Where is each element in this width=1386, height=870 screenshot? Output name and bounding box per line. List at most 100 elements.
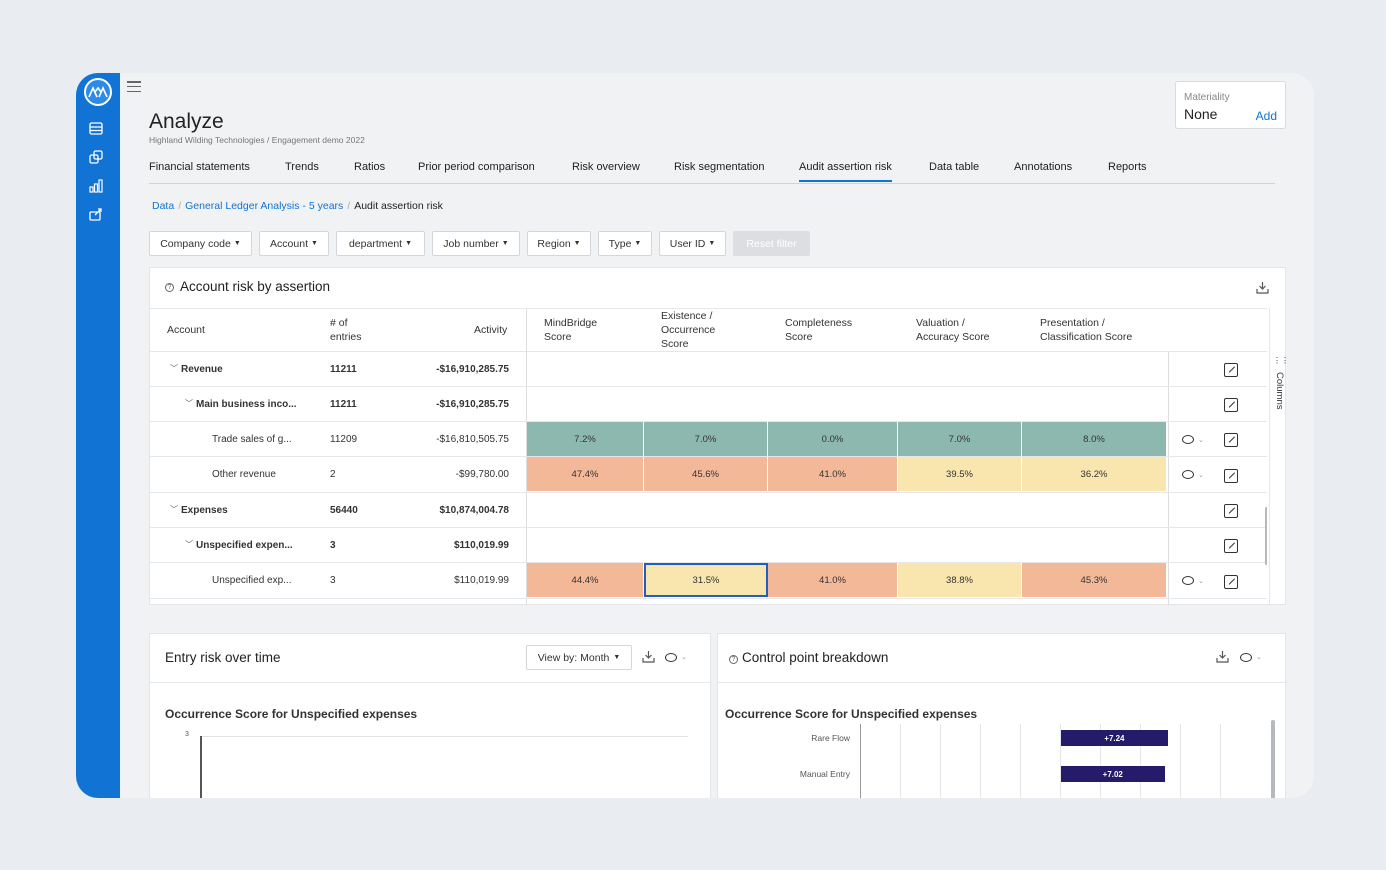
- tab-ratios[interactable]: Ratios: [354, 161, 386, 173]
- col-header-presentation[interactable]: Presentation / Classification Score: [1040, 316, 1132, 344]
- tab-reports[interactable]: Reports: [1108, 161, 1147, 173]
- col-header-account[interactable]: Account: [167, 324, 205, 336]
- filter-label: User ID: [669, 237, 706, 250]
- score-cell[interactable]: 45.6%: [644, 457, 768, 491]
- report-export-icon[interactable]: [89, 207, 105, 221]
- breadcrumb-data-link[interactable]: Data: [152, 200, 175, 212]
- score-cell[interactable]: 7.0%: [898, 422, 1022, 456]
- materiality-add-link[interactable]: Add: [1255, 109, 1277, 123]
- score-cell[interactable]: 47.4%: [527, 457, 644, 491]
- caret-down-icon[interactable]: ⌄: [1198, 472, 1204, 479]
- bar-mark[interactable]: +7.02: [1061, 766, 1165, 782]
- download-icon[interactable]: [1256, 281, 1269, 297]
- grid-scrollbar[interactable]: [1265, 507, 1267, 565]
- caret-down-icon[interactable]: ⌄: [1198, 578, 1204, 585]
- tab-annotations[interactable]: Annotations: [1014, 161, 1073, 173]
- tab-risk-segmentation[interactable]: Risk segmentation: [674, 161, 765, 173]
- chevron-down-icon[interactable]: ﹀: [185, 399, 193, 408]
- tab-trends[interactable]: Trends: [285, 161, 319, 173]
- open-external-icon[interactable]: [1224, 433, 1238, 447]
- filter-department[interactable]: department ▼: [336, 231, 425, 256]
- data-icon[interactable]: [89, 122, 105, 136]
- comment-icon[interactable]: [1182, 470, 1194, 479]
- filter-company-code[interactable]: Company code ▼: [149, 231, 252, 256]
- col-header-mindbridge[interactable]: MindBridge Score: [544, 316, 597, 344]
- chevron-down-icon[interactable]: ﹀: [170, 505, 178, 514]
- help-icon[interactable]: ?: [729, 655, 738, 664]
- score-cell[interactable]: 41.0%: [768, 563, 898, 597]
- materiality-card: Materiality None Add: [1175, 81, 1286, 129]
- comment-icon[interactable]: [1182, 576, 1194, 585]
- bar-mark[interactable]: +7.24: [1061, 730, 1168, 746]
- gridline: [1060, 724, 1061, 798]
- open-external-icon[interactable]: [1224, 539, 1238, 553]
- comment-icon[interactable]: [665, 653, 677, 662]
- score-cell-selected[interactable]: 31.5%: [644, 563, 768, 597]
- score-cell[interactable]: 39.5%: [898, 457, 1022, 491]
- row-divider: [150, 562, 1267, 563]
- filter-account[interactable]: Account ▼: [259, 231, 329, 256]
- tab-risk-overview[interactable]: Risk overview: [572, 161, 640, 173]
- open-external-icon[interactable]: [1224, 469, 1238, 483]
- activity-amount: -$16,810,505.75: [436, 434, 509, 445]
- filter-region[interactable]: Region ▼: [527, 231, 591, 256]
- entries-count: 11211: [330, 364, 357, 375]
- col-header-entries-line1: # of: [330, 317, 348, 329]
- breadcrumb-gl-analysis-link[interactable]: General Ledger Analysis - 5 years: [185, 200, 344, 212]
- reset-filter-button[interactable]: Reset filter: [733, 231, 810, 256]
- col-header-entries[interactable]: # of entries: [330, 316, 362, 344]
- caret-down-icon[interactable]: ⌄: [1256, 654, 1262, 661]
- breadcrumb-separator: /: [178, 200, 182, 212]
- score-cell[interactable]: 36.2%: [1022, 457, 1167, 491]
- entries-count: 3: [330, 540, 336, 551]
- analyze-chart-icon[interactable]: [89, 179, 105, 193]
- score-cell[interactable]: 38.8%: [898, 563, 1022, 597]
- filter-job-number[interactable]: Job number ▼: [432, 231, 520, 256]
- caret-down-icon[interactable]: ⌄: [1198, 437, 1204, 444]
- columns-label[interactable]: Columns: [1274, 372, 1285, 410]
- col-header-completeness[interactable]: Completeness Score: [785, 316, 852, 344]
- tab-financial-statements[interactable]: Financial statements: [149, 161, 250, 173]
- columns-side-tab[interactable]: [1269, 308, 1286, 605]
- tab-prior-period-comparison[interactable]: Prior period comparison: [418, 161, 535, 173]
- score-cell[interactable]: 0.0%: [768, 422, 898, 456]
- score-cell[interactable]: 44.4%: [527, 563, 644, 597]
- open-external-icon[interactable]: [1224, 398, 1238, 412]
- bar-data-label: +7.02: [1102, 769, 1123, 779]
- chevron-down-icon[interactable]: ﹀: [170, 364, 178, 373]
- download-icon[interactable]: [1216, 650, 1229, 666]
- chevron-down-icon[interactable]: ﹀: [185, 540, 193, 549]
- score-cell[interactable]: 41.0%: [768, 457, 898, 491]
- col-header-valuation[interactable]: Valuation / Accuracy Score: [916, 316, 990, 344]
- menu-toggle-icon[interactable]: [127, 81, 141, 92]
- open-external-icon[interactable]: [1224, 575, 1238, 589]
- open-external-icon[interactable]: [1224, 504, 1238, 518]
- comment-icon[interactable]: [1240, 653, 1252, 662]
- gridline: [1140, 724, 1141, 798]
- view-by-select[interactable]: View by: Month ▼: [526, 645, 632, 670]
- layers-icon[interactable]: [89, 150, 105, 164]
- score-cell[interactable]: 7.2%: [527, 422, 644, 456]
- row-divider: [150, 492, 1267, 493]
- chart-scrollbar[interactable]: [1271, 720, 1275, 798]
- col-header-existence[interactable]: Existence / Occurrence Score: [661, 309, 715, 351]
- filter-user-id[interactable]: User ID ▼: [659, 231, 726, 256]
- col-header-activity[interactable]: Activity: [474, 324, 508, 336]
- download-icon[interactable]: [642, 650, 655, 666]
- app-logo[interactable]: [84, 78, 112, 106]
- tab-data-table[interactable]: Data table: [929, 161, 980, 173]
- breadcrumb-current: Audit assertion risk: [354, 200, 443, 212]
- help-icon[interactable]: ?: [165, 283, 174, 292]
- score-cell[interactable]: 8.0%: [1022, 422, 1167, 456]
- comment-icon[interactable]: [1182, 435, 1194, 444]
- filter-type[interactable]: Type ▼: [598, 231, 652, 256]
- tab-audit-assertion-risk[interactable]: Audit assertion risk: [799, 161, 892, 182]
- gridline: [1180, 724, 1181, 798]
- account-name: Unspecified exp...: [212, 575, 292, 586]
- view-by-label: View by: Month: [537, 651, 610, 664]
- caret-down-icon[interactable]: ⌄: [681, 654, 687, 661]
- open-external-icon[interactable]: [1224, 363, 1238, 377]
- score-cell[interactable]: 7.0%: [644, 422, 768, 456]
- score-cell[interactable]: 45.3%: [1022, 563, 1167, 597]
- filter-label: department: [348, 237, 403, 250]
